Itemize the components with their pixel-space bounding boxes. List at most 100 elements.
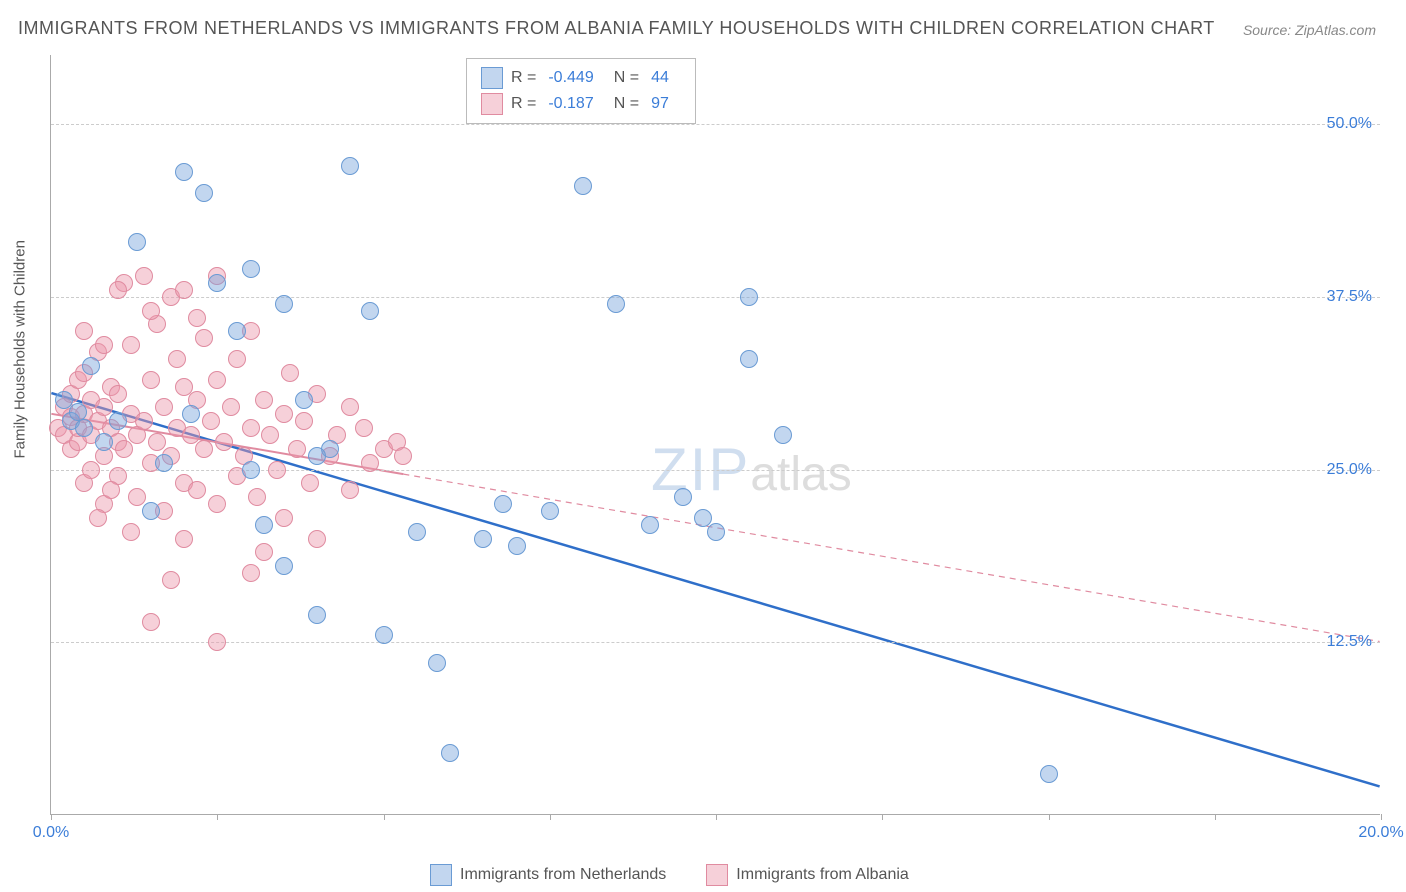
scatter-point — [122, 523, 140, 541]
scatter-point — [208, 633, 226, 651]
swatch-netherlands — [481, 67, 503, 89]
watermark-atlas: atlas — [750, 448, 851, 501]
scatter-point — [268, 461, 286, 479]
x-tick-label: 20.0% — [1358, 824, 1403, 842]
gridline — [51, 642, 1380, 643]
n-label: N = — [614, 95, 639, 113]
scatter-point — [255, 543, 273, 561]
scatter-point — [275, 557, 293, 575]
legend-label-netherlands: Immigrants from Netherlands — [460, 866, 666, 884]
gridline — [51, 297, 1380, 298]
scatter-point — [408, 523, 426, 541]
scatter-point — [69, 403, 87, 421]
scatter-point — [288, 440, 306, 458]
scatter-point — [75, 419, 93, 437]
x-tick — [51, 814, 52, 820]
scatter-point — [242, 461, 260, 479]
x-tick — [1049, 814, 1050, 820]
scatter-point — [109, 385, 127, 403]
scatter-point — [707, 523, 725, 541]
scatter-point — [242, 564, 260, 582]
n-value-netherlands: 44 — [651, 69, 669, 87]
scatter-point — [188, 481, 206, 499]
scatter-point — [182, 405, 200, 423]
scatter-point — [102, 481, 120, 499]
scatter-point — [142, 613, 160, 631]
scatter-point — [740, 350, 758, 368]
n-label: N = — [614, 69, 639, 87]
chart-title: IMMIGRANTS FROM NETHERLANDS VS IMMIGRANT… — [18, 18, 1215, 39]
source-attribution: Source: ZipAtlas.com — [1243, 22, 1376, 38]
scatter-point — [242, 260, 260, 278]
scatter-point — [142, 502, 160, 520]
y-tick-label: 37.5% — [1327, 288, 1372, 306]
scatter-point — [508, 537, 526, 555]
scatter-point — [308, 606, 326, 624]
scatter-point — [122, 336, 140, 354]
scatter-point — [295, 412, 313, 430]
scatter-point — [394, 447, 412, 465]
scatter-point — [341, 398, 359, 416]
scatter-point — [142, 302, 160, 320]
scatter-point — [474, 530, 492, 548]
scatter-point — [361, 454, 379, 472]
legend-item-albania: Immigrants from Albania — [706, 864, 909, 886]
stats-row-netherlands: R = -0.449 N = 44 — [481, 65, 681, 91]
x-tick-label: 0.0% — [33, 824, 69, 842]
scatter-point — [308, 530, 326, 548]
correlation-stats-box: R = -0.449 N = 44 R = -0.187 N = 97 — [466, 58, 696, 124]
scatter-point — [202, 412, 220, 430]
y-axis-label: Family Households with Children — [12, 240, 29, 458]
x-tick — [716, 814, 717, 820]
scatter-point — [261, 426, 279, 444]
scatter-point — [375, 626, 393, 644]
scatter-point — [428, 654, 446, 672]
legend-swatch-netherlands — [430, 864, 452, 886]
scatter-point — [168, 350, 186, 368]
scatter-point — [195, 184, 213, 202]
gridline — [51, 124, 1380, 125]
scatter-point — [175, 163, 193, 181]
scatter-point — [95, 433, 113, 451]
swatch-albania — [481, 93, 503, 115]
x-tick — [1215, 814, 1216, 820]
scatter-point — [195, 329, 213, 347]
r-value-albania: -0.187 — [548, 95, 593, 113]
scatter-point — [75, 322, 93, 340]
scatter-point — [275, 295, 293, 313]
scatter-point — [188, 309, 206, 327]
scatter-point — [441, 744, 459, 762]
scatter-point — [295, 391, 313, 409]
scatter-point — [574, 177, 592, 195]
scatter-point — [135, 412, 153, 430]
scatter-point — [355, 419, 373, 437]
scatter-point — [155, 454, 173, 472]
scatter-point — [774, 426, 792, 444]
scatter-point — [95, 336, 113, 354]
scatter-point — [195, 440, 213, 458]
scatter-point — [142, 371, 160, 389]
scatter-point — [242, 419, 260, 437]
scatter-point — [341, 157, 359, 175]
scatter-point — [228, 350, 246, 368]
scatter-point — [162, 571, 180, 589]
y-tick-label: 12.5% — [1327, 633, 1372, 651]
scatter-point — [82, 357, 100, 375]
scatter-point — [175, 281, 193, 299]
x-tick — [1381, 814, 1382, 820]
r-label: R = — [511, 69, 536, 87]
scatter-point — [255, 516, 273, 534]
scatter-point — [607, 295, 625, 313]
stats-row-albania: R = -0.187 N = 97 — [481, 91, 681, 117]
chart-plot-area: ZIPatlas R = -0.449 N = 44 R = -0.187 N … — [50, 55, 1380, 815]
scatter-point — [175, 530, 193, 548]
x-tick — [882, 814, 883, 820]
scatter-point — [128, 233, 146, 251]
x-tick — [217, 814, 218, 820]
legend-swatch-albania — [706, 864, 728, 886]
scatter-point — [674, 488, 692, 506]
scatter-point — [208, 495, 226, 513]
scatter-point — [275, 405, 293, 423]
r-value-netherlands: -0.449 — [548, 69, 593, 87]
scatter-point — [281, 364, 299, 382]
